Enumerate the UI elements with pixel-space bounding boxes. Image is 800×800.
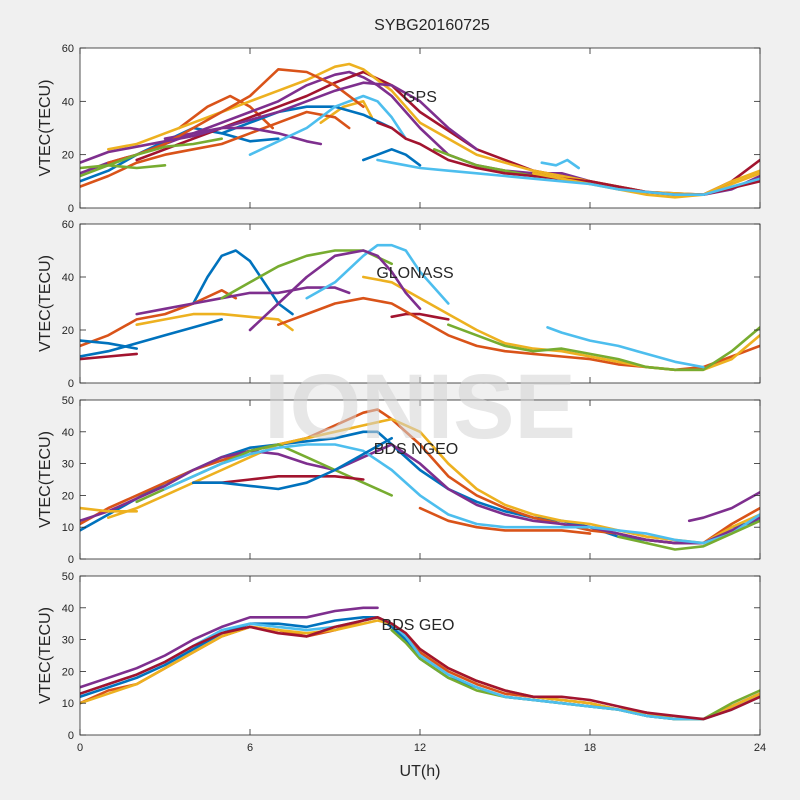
series-line: [80, 289, 238, 348]
series-line: [80, 506, 138, 513]
series-line: [80, 318, 223, 358]
y-tick-label: 60: [62, 43, 74, 55]
series-line: [80, 137, 223, 178]
series-line: [248, 94, 408, 156]
panel-2: 0 20 40 60 VTEC(TECU) GLONASS: [37, 219, 761, 390]
panel-label: GPS: [403, 89, 437, 106]
series-line: [447, 323, 760, 372]
y-tick-label: 30: [62, 635, 74, 647]
chart-title: SYBG20160725: [374, 17, 490, 34]
y-tick-label: 0: [68, 203, 74, 215]
watermark-text: IONISE: [264, 356, 576, 458]
y-axis-label: VTEC(TECU): [37, 607, 54, 704]
panel-3: 0 10 20 30 40 50 VTEC(TECU) BDS NGEO: [37, 395, 761, 566]
series-line: [107, 417, 760, 545]
series-group: [80, 62, 760, 199]
y-tick-label: 60: [62, 219, 74, 231]
y-axis-label: VTEC(TECU): [37, 255, 54, 352]
x-axis-label: UT(h): [400, 763, 441, 780]
series-line: [135, 312, 294, 332]
series-line: [305, 243, 450, 305]
panel-label: BDS NGEO: [374, 441, 458, 458]
y-tick-label: 20: [62, 325, 74, 337]
series-line: [80, 606, 379, 689]
panel-label: GLONASS: [376, 265, 453, 282]
y-tick-label: 0: [68, 730, 74, 742]
y-tick-label: 0: [68, 554, 74, 566]
y-axis-label: VTEC(TECU): [37, 80, 54, 177]
panel-4: 0 10 20 30 40 50 0 6 12 18 24 VTEC(TECU) BDS GEO: [37, 571, 766, 754]
series-line: [319, 100, 374, 124]
series-line: [390, 312, 450, 321]
y-tick-label: 40: [62, 603, 74, 615]
y-tick-label: 0: [68, 378, 74, 390]
series-line: [617, 519, 760, 551]
series-line: [546, 326, 705, 369]
y-tick-label: 50: [62, 571, 74, 583]
x-tick-label: 12: [414, 742, 426, 754]
panel-1: 0 20 40 60 VTEC(TECU) GPS: [37, 43, 761, 215]
series-line: [163, 443, 760, 545]
y-axis-label: VTEC(TECU): [37, 431, 54, 528]
y-tick-label: 10: [62, 522, 74, 534]
series-group: [80, 606, 760, 721]
x-tick-label: 24: [754, 742, 766, 754]
series-line: [163, 126, 323, 146]
series-line: [192, 436, 393, 491]
series-line: [80, 616, 760, 721]
series-line: [80, 352, 138, 361]
y-tick-label: 10: [62, 698, 74, 710]
y-tick-label: 20: [62, 666, 74, 678]
series-line: [540, 158, 580, 170]
series-group: [80, 243, 760, 372]
series-line: [80, 339, 138, 350]
series-line: [362, 148, 422, 167]
y-tick-label: 30: [62, 459, 74, 471]
series-line: [80, 81, 478, 164]
panel-label: BDS GEO: [382, 617, 455, 634]
y-tick-label: 20: [62, 490, 74, 502]
y-tick-label: 20: [62, 150, 74, 162]
y-tick-label: 40: [62, 272, 74, 284]
series-line: [220, 105, 393, 135]
series-line: [80, 164, 167, 170]
series-line: [80, 443, 760, 545]
x-tick-label: 0: [77, 742, 83, 754]
series-group: [80, 408, 760, 551]
series-line: [532, 169, 760, 199]
series-line: [192, 249, 294, 316]
series-line: [418, 506, 592, 535]
x-tick-label: 6: [247, 742, 253, 754]
series-line: [248, 249, 422, 332]
y-tick-label: 50: [62, 395, 74, 407]
series-line: [376, 158, 760, 196]
series-line: [687, 490, 760, 523]
y-tick-label: 40: [62, 96, 74, 108]
y-tick-label: 40: [62, 427, 74, 439]
x-tick-label: 18: [584, 742, 596, 754]
